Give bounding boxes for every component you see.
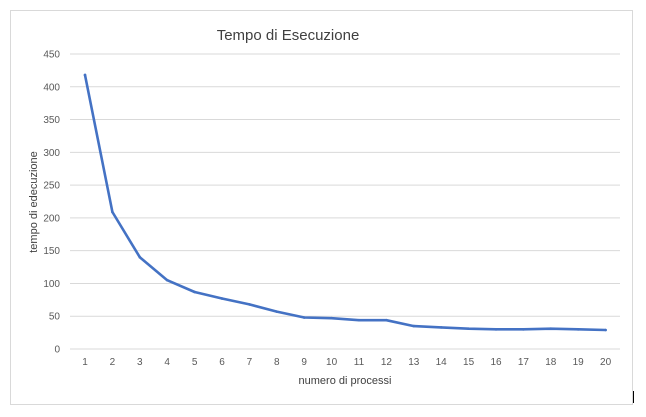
x-tick-label: 18 [545, 357, 557, 368]
data-point [83, 73, 87, 77]
y-tick-label: 150 [43, 246, 60, 257]
x-tick-label: 2 [110, 357, 116, 368]
y-tick-label: 100 [43, 279, 60, 290]
y-tick-label: 250 [43, 181, 60, 192]
data-point [165, 278, 169, 282]
x-tick-label: 20 [600, 357, 612, 368]
y-tick-label: 0 [54, 345, 60, 356]
x-tick-label: 14 [436, 357, 448, 368]
x-tick-label: 7 [247, 357, 253, 368]
data-point [549, 327, 553, 330]
y-tick-label: 350 [43, 115, 60, 126]
x-tick-label: 15 [463, 357, 475, 368]
chart-area [10, 10, 633, 405]
x-tick-label: 10 [326, 357, 338, 368]
x-tick-label: 9 [301, 357, 307, 368]
x-axis-title: numero di processi [299, 375, 392, 387]
chart-title: Tempo di Esecuzione [217, 27, 360, 44]
y-tick-label: 50 [49, 312, 61, 323]
x-tick-label: 16 [490, 357, 502, 368]
x-tick-label: 1 [82, 357, 88, 368]
x-tick-label: 11 [354, 357, 365, 368]
y-tick-label: 450 [43, 50, 60, 61]
x-tick-label: 19 [573, 357, 585, 368]
data-point [576, 328, 580, 331]
y-tick-label: 400 [43, 82, 60, 93]
series-line-0 [83, 73, 607, 332]
text-cursor [633, 391, 634, 403]
y-tick-label: 300 [43, 148, 60, 159]
data-point [138, 255, 142, 259]
data-point [494, 328, 498, 331]
data-point [522, 328, 525, 331]
x-tick-label: 13 [408, 357, 420, 368]
data-point [385, 318, 388, 322]
x-tick-label: 17 [518, 357, 530, 368]
y-tick-label: 200 [43, 213, 60, 224]
data-point [275, 310, 279, 313]
data-point [302, 316, 306, 319]
x-tick-label: 4 [164, 357, 170, 368]
x-axis-ticks: 1 2 3 4 5 6 7 8 9 10 11 12 13 14 15 16 17 18 19 20 [82, 357, 611, 368]
x-tick-label: 6 [219, 357, 225, 368]
data-point [604, 328, 607, 332]
series-layer [83, 73, 607, 332]
x-tick-label: 5 [192, 357, 198, 368]
data-point [248, 303, 251, 306]
data-point [330, 316, 333, 320]
data-point [439, 326, 443, 329]
x-tick-label: 3 [137, 357, 143, 368]
y-axis-ticks: 0 50 100 150 200 250 300 350 400 450 [43, 50, 60, 356]
y-axis-title: tempo di edecuzione [28, 151, 40, 253]
data-point [467, 327, 470, 330]
data-point [193, 290, 196, 294]
x-tick-label: 12 [381, 357, 393, 368]
data-point [111, 210, 114, 214]
data-point [412, 324, 416, 328]
data-point [220, 297, 224, 300]
x-tick-label: 8 [274, 357, 280, 368]
gridlines [70, 53, 620, 350]
data-point [357, 318, 361, 322]
